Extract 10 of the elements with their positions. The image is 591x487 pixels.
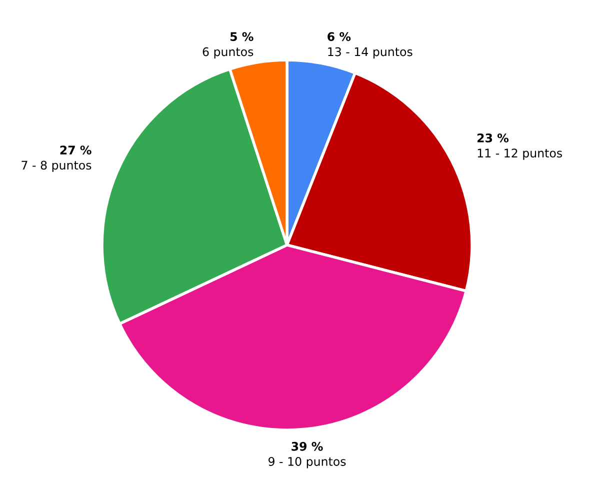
data-label: 39 % (292, 442, 323, 451)
data-label: 5 % (230, 32, 254, 42)
slice-label: 6 puntos (202, 47, 254, 58)
data-label: 6 % (328, 32, 351, 42)
data-label: 27 % (60, 146, 92, 155)
slice-label: 11 - 12 puntos (478, 148, 562, 160)
slice-label: 13 - 14 puntos (328, 47, 412, 58)
slice-label: 9 - 10 puntos (268, 457, 346, 468)
slice-label: 7 - 8 puntos (22, 160, 92, 172)
data-label: 23 % (477, 133, 509, 142)
